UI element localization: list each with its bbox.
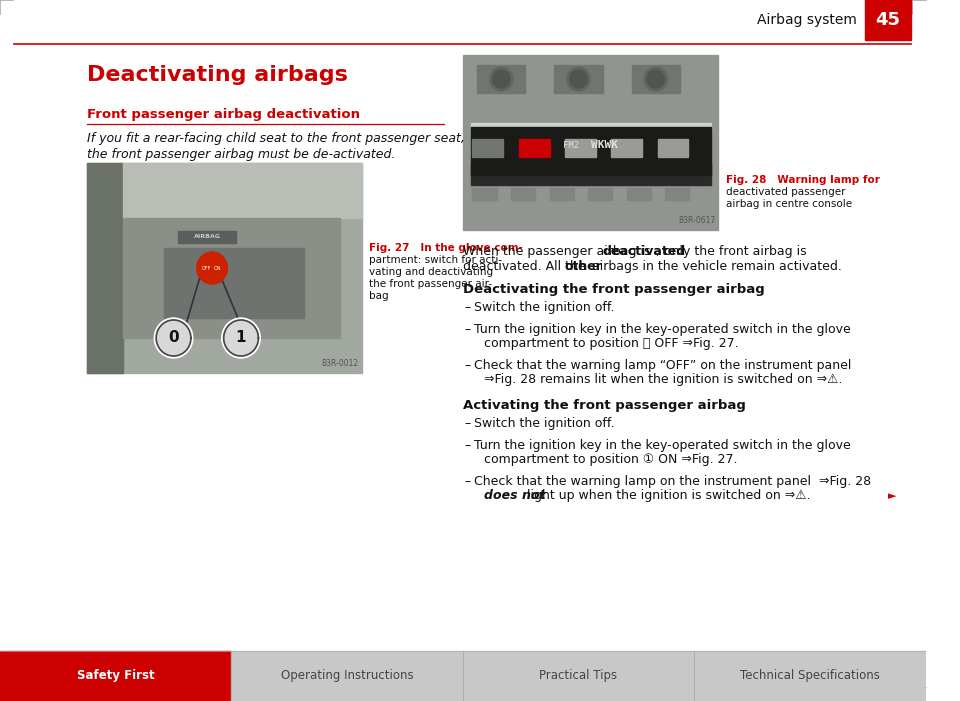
Text: Check that the warning lamp on the instrument panel  ⇒Fig. 28: Check that the warning lamp on the instr… [474,475,872,488]
Text: Activating the front passenger airbag: Activating the front passenger airbag [463,399,746,412]
Text: deactivated. All the: deactivated. All the [463,260,589,273]
Text: other: other [564,260,602,273]
Bar [565,139,596,157]
Bar [463,651,694,701]
Text: –: – [465,475,471,488]
Circle shape [647,70,664,88]
Text: Deactivating the front passenger airbag: Deactivating the front passenger airbag [463,283,764,296]
Bar [124,163,362,218]
Bar [612,139,642,157]
Text: Fig. 28   Warning lamp for: Fig. 28 Warning lamp for [726,175,880,185]
Circle shape [197,252,228,284]
Text: FM2: FM2 [564,140,579,149]
Text: Operating Instructions: Operating Instructions [280,669,414,683]
Bar [0,651,231,701]
Bar [511,188,535,200]
Text: Safety First: Safety First [77,669,155,683]
Text: Deactivating airbags: Deactivating airbags [86,65,348,85]
Text: Turn the ignition key in the key-operated switch in the glove: Turn the ignition key in the key-operate… [474,323,852,336]
Bar [518,139,549,157]
Text: ►: ► [888,491,897,501]
Bar [627,188,651,200]
Text: –: – [465,439,471,452]
Circle shape [222,318,260,358]
Text: Front passenger airbag deactivation: Front passenger airbag deactivation [86,108,360,121]
Text: 0: 0 [168,330,179,346]
Text: 45: 45 [876,11,900,29]
Text: Airbag system: Airbag system [757,13,857,27]
Text: Switch the ignition off.: Switch the ignition off. [474,417,614,430]
Text: Check that the warning lamp “OFF” on the instrument panel: Check that the warning lamp “OFF” on the… [474,359,852,372]
Text: , only the front airbag is: , only the front airbag is [656,245,806,258]
Text: compartment to position ① ON ⇒Fig. 27.: compartment to position ① ON ⇒Fig. 27. [484,453,737,466]
Text: ⇒Fig. 28 remains lit when the ignition is switched on ⇒⚠.: ⇒Fig. 28 remains lit when the ignition i… [484,373,842,386]
Text: Practical Tips: Practical Tips [540,669,617,683]
Text: –: – [465,417,471,430]
Circle shape [644,67,667,91]
Text: Turn the ignition key in the key-operated switch in the glove: Turn the ignition key in the key-operate… [474,439,852,452]
Bar [472,139,503,157]
Bar [477,65,525,93]
Text: B3R-0012: B3R-0012 [322,359,359,368]
Text: the front passenger air-: the front passenger air- [370,279,492,289]
Text: bag: bag [370,291,389,301]
Bar [179,231,236,243]
Text: –: – [465,359,471,372]
Text: Switch the ignition off.: Switch the ignition off. [474,301,614,314]
Text: airbag in centre console: airbag in centre console [726,199,852,209]
Text: ON: ON [214,266,222,271]
Bar [164,248,303,318]
Text: –: – [465,323,471,336]
Circle shape [156,320,191,356]
Bar [470,127,710,175]
Bar [549,188,574,200]
Circle shape [224,320,258,356]
Circle shape [155,318,193,358]
Bar [865,0,911,40]
Text: compartment to position ⓪ OFF ⇒Fig. 27.: compartment to position ⓪ OFF ⇒Fig. 27. [484,337,738,350]
Text: OFF: OFF [202,266,211,271]
Bar [124,218,341,338]
Bar [665,188,689,200]
Bar [472,188,496,200]
Bar [632,65,680,93]
Text: –: – [465,301,471,314]
Bar [231,651,463,701]
Text: airbags in the vehicle remain activated.: airbags in the vehicle remain activated. [588,260,842,273]
Circle shape [492,70,510,88]
Circle shape [570,70,588,88]
Text: B3R-0617: B3R-0617 [678,216,715,225]
Bar [86,163,124,373]
Bar [86,163,362,373]
Bar [658,139,688,157]
Text: partment: switch for acti-: partment: switch for acti- [370,255,502,265]
Bar [588,188,612,200]
Text: AIRBAG: AIRBAG [194,235,221,240]
Text: deactivated passenger: deactivated passenger [726,187,846,197]
Text: does not: does not [484,489,545,502]
Text: Fig. 27   In the glove com-: Fig. 27 In the glove com- [370,243,523,253]
Text: deactivated: deactivated [603,245,685,258]
Bar [554,65,603,93]
Bar [694,651,925,701]
Text: light up when the ignition is switched on ⇒⚠.: light up when the ignition is switched o… [522,489,810,502]
Text: carmanualsonline.info: carmanualsonline.info [807,683,916,693]
Text: vating and deactivating: vating and deactivating [370,267,493,277]
Circle shape [567,67,590,91]
Text: 1: 1 [236,330,247,346]
Text: Technical Specifications: Technical Specifications [740,669,879,683]
Text: WKWK: WKWK [591,140,618,150]
Circle shape [490,67,513,91]
Text: the front passenger airbag must be de-activated.: the front passenger airbag must be de-ac… [86,148,396,161]
Bar [463,55,718,230]
Text: When the passenger airbag is: When the passenger airbag is [463,245,655,258]
Bar [470,123,710,133]
Bar [470,163,710,185]
Text: If you fit a rear-facing child seat to the front passenger seat,: If you fit a rear-facing child seat to t… [86,132,465,145]
